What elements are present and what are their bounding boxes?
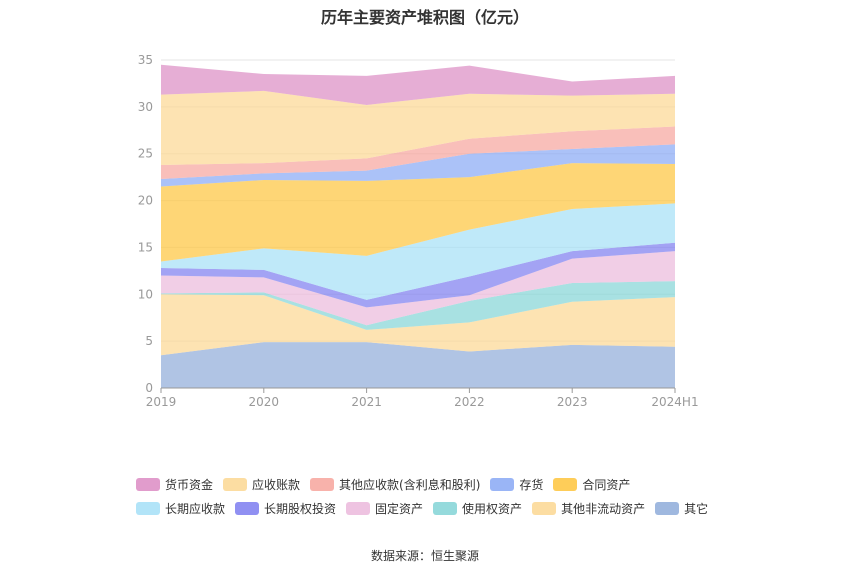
legend-label: 应收账款 xyxy=(252,477,301,492)
legend-label: 长期应收款 xyxy=(165,501,226,516)
axes: 0 5 10 15 20 25 30 35 2019 2020 2021 2022 2023 2024H1 xyxy=(138,53,699,409)
area-series-0 xyxy=(161,342,675,388)
x-tick-label: 2023 xyxy=(557,395,588,409)
x-tick-label: 2019 xyxy=(146,395,177,409)
legend-label: 合同资产 xyxy=(582,477,631,492)
legend-item[interactable]: 使用权资产 xyxy=(433,500,522,517)
x-tick-label: 2024H1 xyxy=(651,395,698,409)
y-tick-label: 35 xyxy=(138,53,153,67)
y-tick-label: 0 xyxy=(145,381,153,395)
legend-swatch xyxy=(655,501,680,515)
y-tick-label: 25 xyxy=(138,147,153,161)
legend-item[interactable]: 其它 xyxy=(655,500,708,517)
legend-swatch xyxy=(310,477,335,491)
y-tick-label: 20 xyxy=(138,194,153,208)
y-tick-label: 10 xyxy=(138,287,153,301)
legend-item[interactable]: 存货 xyxy=(490,476,543,493)
area-series-8 xyxy=(161,126,675,180)
legend-row: 长期应收款 长期股权投资 固定资产 使用权资产 其他非流动资产 其它 xyxy=(136,496,776,520)
legend-label: 其它 xyxy=(684,501,709,516)
legend-swatch xyxy=(532,501,557,515)
area-series-3 xyxy=(161,251,675,326)
legend-item[interactable]: 其他应收款(含利息和股利) xyxy=(310,476,480,493)
data-source: 数据来源：恒生聚源 xyxy=(370,549,479,563)
legend-item[interactable]: 应收账款 xyxy=(223,476,300,493)
legend-label: 货币资金 xyxy=(165,477,214,492)
legend-swatch xyxy=(553,477,578,491)
legend-swatch xyxy=(433,501,458,515)
y-tick-label: 5 xyxy=(145,334,153,348)
legend-swatch xyxy=(346,501,371,515)
x-tick-label: 2022 xyxy=(454,395,485,409)
legend-swatch xyxy=(490,477,515,491)
area-series-7 xyxy=(161,144,675,187)
legend-item[interactable]: 长期应收款 xyxy=(136,500,225,517)
legend: 货币资金 应收账款 其他应收款(含利息和股利) 存货 合同资产长期应收款 长期股权投资 固定… xyxy=(136,472,776,520)
area-series-9 xyxy=(161,90,675,165)
area-series-1 xyxy=(161,294,675,356)
legend-label: 存货 xyxy=(519,477,544,492)
area-series-4 xyxy=(161,242,675,308)
legend-swatch xyxy=(223,477,248,491)
area-series-6 xyxy=(161,163,675,262)
chart-title: 历年主要资产堆积图（亿元） xyxy=(320,8,529,27)
legend-item[interactable]: 货币资金 xyxy=(136,476,213,493)
legend-item[interactable]: 固定资产 xyxy=(346,500,423,517)
legend-swatch xyxy=(136,501,160,515)
area-series xyxy=(161,64,675,388)
x-tick-label: 2021 xyxy=(351,395,382,409)
legend-label: 固定资产 xyxy=(375,501,424,516)
legend-item[interactable]: 合同资产 xyxy=(553,476,630,493)
area-series-10 xyxy=(161,64,675,105)
stacked-area-chart: 0 5 10 15 20 25 30 35 2019 2020 2021 2022 2023 2024H1 xyxy=(138,53,699,409)
y-tick-label: 30 xyxy=(138,100,153,114)
legend-label: 其他非流动资产 xyxy=(561,501,646,516)
legend-swatch xyxy=(136,477,160,491)
area-series-2 xyxy=(161,281,675,330)
y-tick-label: 15 xyxy=(138,240,153,254)
legend-item[interactable]: 其他非流动资产 xyxy=(532,500,645,517)
legend-swatch xyxy=(235,501,260,515)
legend-label: 其他应收款(含利息和股利) xyxy=(339,477,481,492)
legend-label: 使用权资产 xyxy=(462,501,523,516)
x-tick-label: 2020 xyxy=(249,395,280,409)
legend-row: 货币资金 应收账款 其他应收款(含利息和股利) 存货 合同资产 xyxy=(136,472,776,496)
legend-item[interactable]: 长期股权投资 xyxy=(235,500,336,517)
area-series-5 xyxy=(161,203,675,300)
legend-label: 长期股权投资 xyxy=(264,501,337,516)
